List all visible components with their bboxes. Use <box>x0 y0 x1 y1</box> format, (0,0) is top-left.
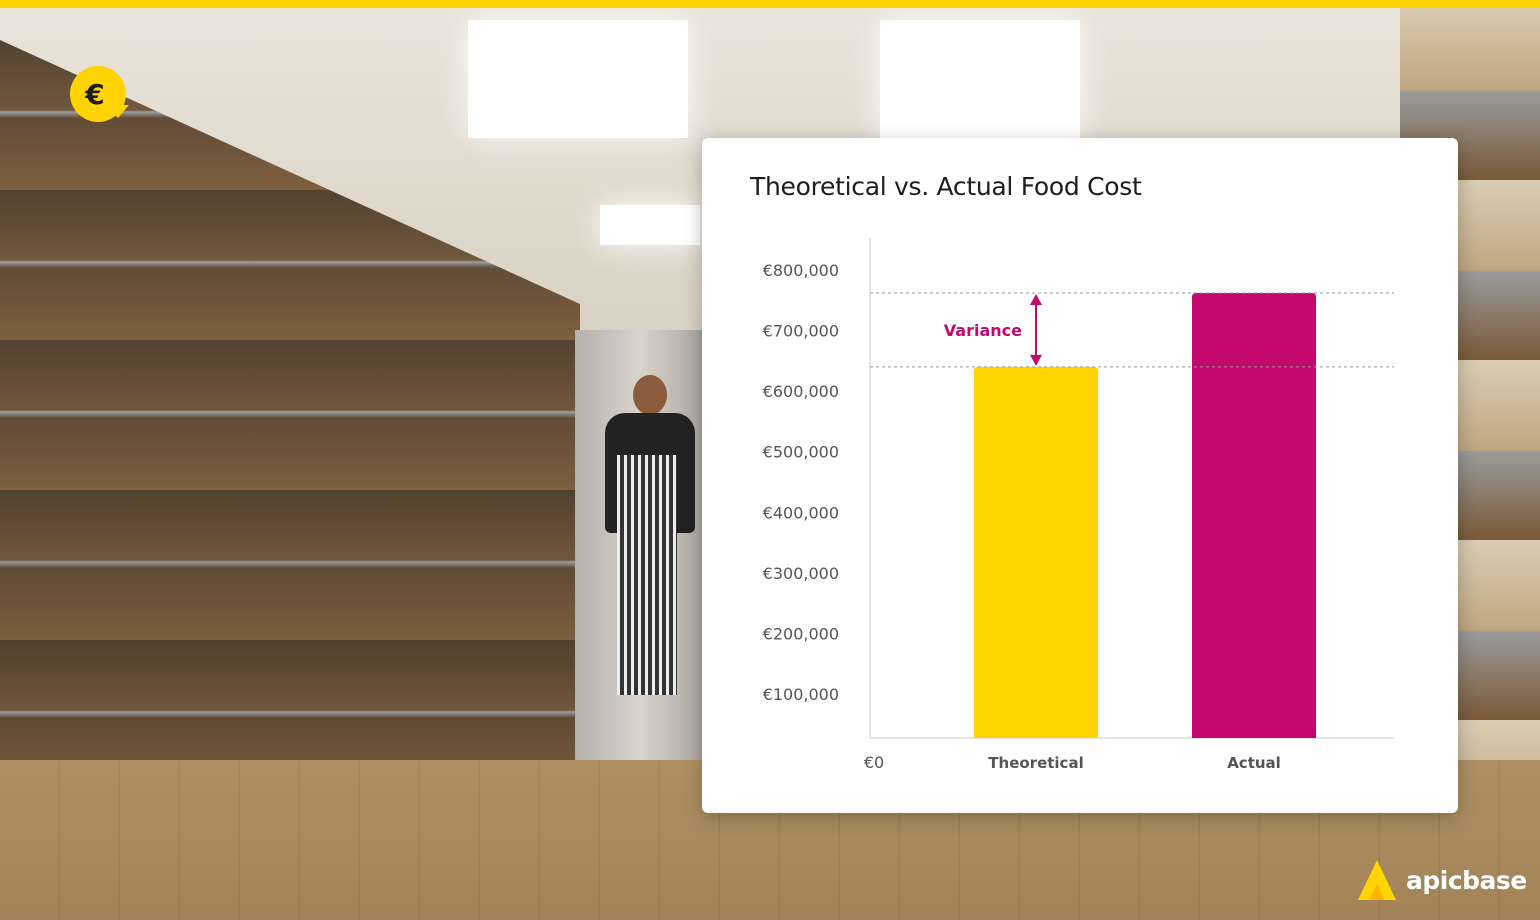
y-tick-label: €400,000 <box>763 503 839 522</box>
chef-figure <box>595 375 695 695</box>
y-tick-label: €0 <box>864 753 884 772</box>
ceiling-light <box>880 20 1080 138</box>
bar-theoretical <box>974 366 1098 738</box>
apicbase-logo-icon <box>1358 860 1396 900</box>
ceiling-light <box>600 205 700 245</box>
x-category-label: Actual <box>1227 754 1281 772</box>
bar-actual <box>1192 293 1316 738</box>
x-category-label: Theoretical <box>988 754 1083 772</box>
y-tick-label: €300,000 <box>763 564 839 583</box>
brand-logo: apicbase <box>1356 858 1527 902</box>
y-tick-label: €800,000 <box>763 261 839 280</box>
top-accent-stripe <box>0 0 1540 8</box>
variance-arrow-down-icon <box>1030 354 1042 366</box>
variance-arrow-up-icon <box>1030 294 1042 306</box>
arrow-down-icon <box>107 94 129 118</box>
y-tick-label: €700,000 <box>763 322 839 341</box>
ceiling-light <box>468 20 688 138</box>
euro-cost-down-icon: € <box>70 66 129 122</box>
chart-card: Theoretical vs. Actual Food Cost €0 €100,… <box>702 138 1458 813</box>
brand-name: apicbase <box>1406 865 1527 895</box>
y-tick-label: €200,000 <box>763 624 839 643</box>
y-tick-label: €500,000 <box>763 443 839 462</box>
y-tick-label: €600,000 <box>763 382 839 401</box>
y-tick-label: €100,000 <box>763 685 839 704</box>
variance-label: Variance <box>944 321 1022 340</box>
chart-title: Theoretical vs. Actual Food Cost <box>750 172 1142 201</box>
bar-chart: €0 €100,000 €200,000 €300,000 €400,000 €500,0… <box>763 238 1394 772</box>
